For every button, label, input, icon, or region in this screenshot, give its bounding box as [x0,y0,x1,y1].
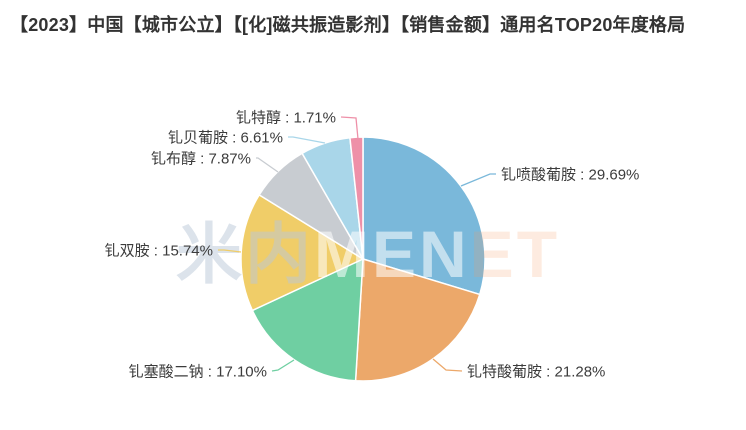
label-line-6 [288,136,326,144]
pie-slice-3[interactable] [251,258,364,382]
slice-label-3: 钆塞酸二钠 : 17.10% [129,362,267,380]
chart-title: 【2023】中国【城市公立】【[化]磁共振造影剂】【销售金额】通用名TOP20年… [10,15,686,35]
label-line-5 [256,157,279,173]
slice-label-6: 钆贝葡胺 : 6.61% [168,129,283,146]
label-line-1 [460,173,496,187]
slice-label-2: 钆特酸葡胺 : 21.28% [467,363,605,380]
slice-label-4: 钆双胺 : 15.74% [105,242,213,259]
label-line-4 [218,249,242,253]
slice-label-5: 钆布醇 : 7.87% [151,150,251,167]
pie-slice-4[interactable] [240,194,364,312]
label-line-2 [432,358,463,372]
pie-slice-7[interactable] [349,136,364,260]
label-line-7 [340,116,359,140]
slice-label-1: 钆喷酸葡胺 : 29.69% [501,166,639,183]
label-line-3 [271,359,295,372]
slice-label-7: 钆特醇 : 1.71% [236,109,336,126]
pie-slice-1[interactable] [362,136,486,296]
pie-slice-2[interactable] [354,258,481,382]
